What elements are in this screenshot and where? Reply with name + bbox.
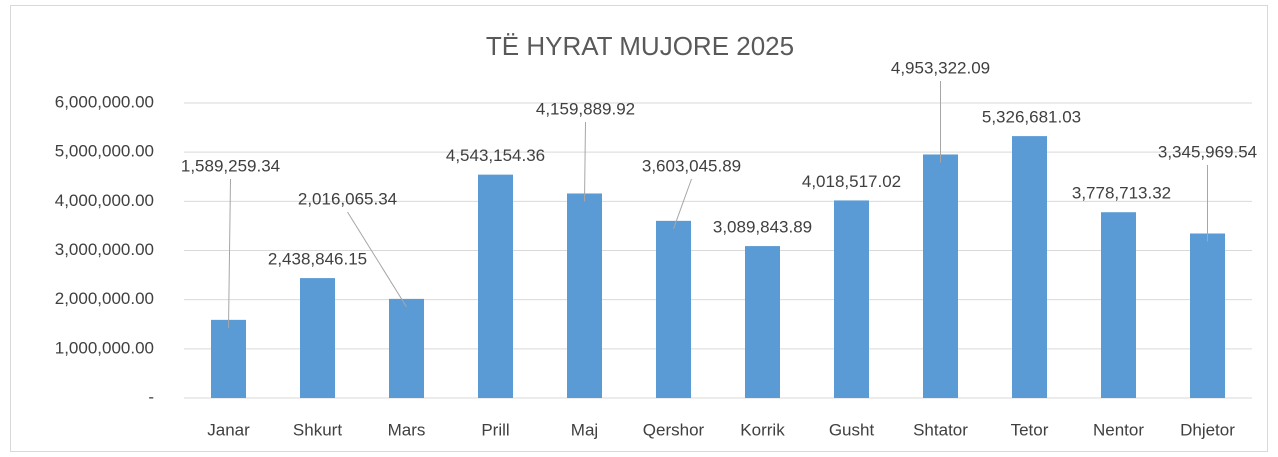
bar	[1190, 233, 1225, 398]
data-label: 4,543,154.36	[446, 146, 545, 165]
leader-line	[228, 178, 231, 328]
leader-line	[673, 178, 692, 230]
bar	[567, 193, 602, 398]
x-tick-label: Prill	[481, 420, 509, 439]
y-tick-label: 4,000,000.00	[55, 191, 154, 210]
y-tick-label: 1,000,000.00	[55, 338, 154, 357]
y-tick-label: 6,000,000.00	[55, 92, 154, 111]
bar	[1012, 136, 1047, 398]
x-tick-label: Janar	[207, 420, 250, 439]
x-tick-label: Shtator	[913, 420, 968, 439]
bar	[1101, 212, 1136, 398]
bar	[656, 220, 691, 398]
y-tick-label: 3,000,000.00	[55, 240, 154, 259]
data-label: 3,345,969.54	[1158, 142, 1257, 161]
bar	[389, 298, 424, 398]
data-label: 3,778,713.32	[1072, 184, 1171, 203]
leader-line	[347, 211, 407, 308]
x-tick-label: Shkurt	[293, 420, 342, 439]
leader-line	[584, 121, 586, 202]
data-label: 4,159,889.92	[536, 99, 635, 118]
x-tick-label: Mars	[388, 420, 426, 439]
bar	[478, 174, 513, 398]
y-tick-label: -	[148, 387, 154, 406]
data-label: 1,589,259.34	[181, 156, 280, 175]
data-label: 3,603,045.89	[642, 156, 741, 175]
x-tick-label: Maj	[571, 420, 598, 439]
data-label: 4,953,322.09	[891, 58, 990, 77]
data-label: 2,016,065.34	[298, 189, 397, 208]
x-tick-label: Nentor	[1093, 420, 1144, 439]
chart-title: TË HYRAT MUJORE 2025	[486, 31, 794, 61]
bar	[745, 246, 780, 398]
data-label: 3,089,843.89	[713, 218, 812, 237]
chart-frame	[10, 5, 1268, 452]
bar	[923, 154, 958, 398]
x-tick-label: Gusht	[829, 420, 875, 439]
x-tick-label: Korrik	[740, 420, 785, 439]
data-label: 5,326,681.03	[982, 108, 1081, 127]
x-tick-label: Tetor	[1011, 420, 1049, 439]
x-tick-label: Qershor	[643, 420, 705, 439]
bar	[300, 278, 335, 398]
bar	[834, 200, 869, 398]
y-tick-label: 2,000,000.00	[55, 289, 154, 308]
data-label: 4,018,517.02	[802, 172, 901, 191]
x-tick-label: Dhjetor	[1180, 420, 1235, 439]
y-tick-label: 5,000,000.00	[55, 142, 154, 161]
data-label: 2,438,846.15	[268, 250, 367, 269]
bar	[211, 319, 246, 398]
